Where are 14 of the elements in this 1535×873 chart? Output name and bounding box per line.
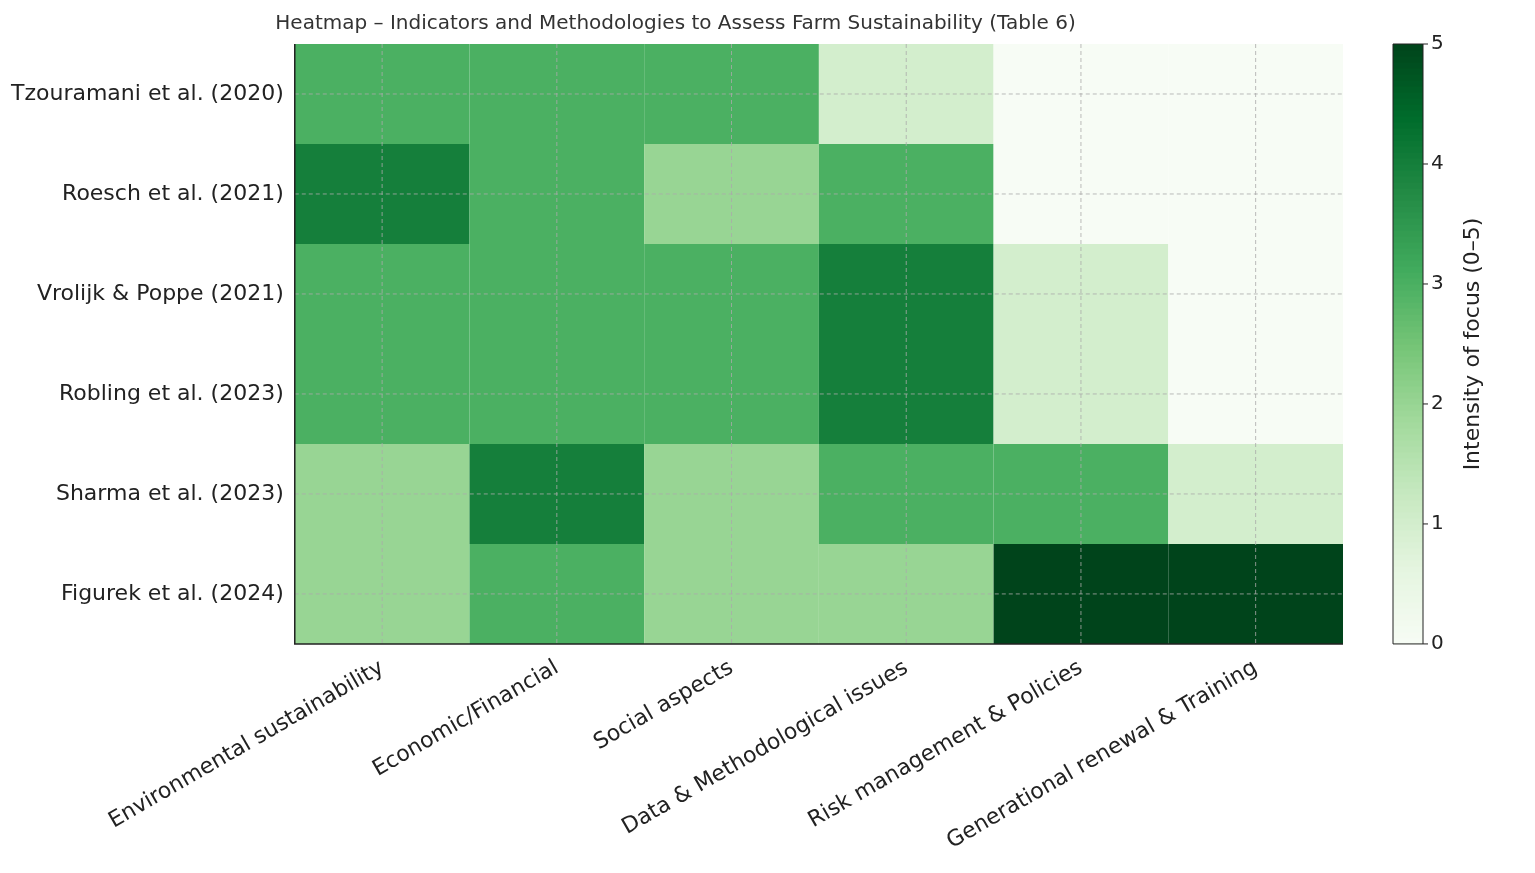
chart-title: Heatmap – Indicators and Methodologies to Assess Farm Sustainability (Table 6) — [275, 10, 1076, 35]
y-tick-label: Sharma et al. (2023) — [55, 479, 284, 505]
color-bar-label: 3 — [1431, 270, 1444, 295]
y-tick-label: Roesch et al. (2021) — [62, 179, 284, 205]
y-tick-label: Robling et al. (2023) — [59, 379, 284, 405]
color-bar-label: 5 — [1431, 30, 1444, 55]
color-bar-label: 2 — [1431, 390, 1444, 415]
color-bar-title: Intensity of focus (0–5) — [1458, 217, 1484, 471]
y-tick-label: Figurek et al. (2024) — [60, 579, 284, 605]
y-tick-label: Tzouramani et al. (2020) — [10, 79, 284, 105]
y-tick-label: Vrolijk & Poppe (2021) — [36, 279, 284, 305]
color-bar-label: 0 — [1431, 630, 1444, 655]
color-bar-label: 1 — [1431, 510, 1444, 535]
color-bar-label: 4 — [1431, 150, 1444, 175]
